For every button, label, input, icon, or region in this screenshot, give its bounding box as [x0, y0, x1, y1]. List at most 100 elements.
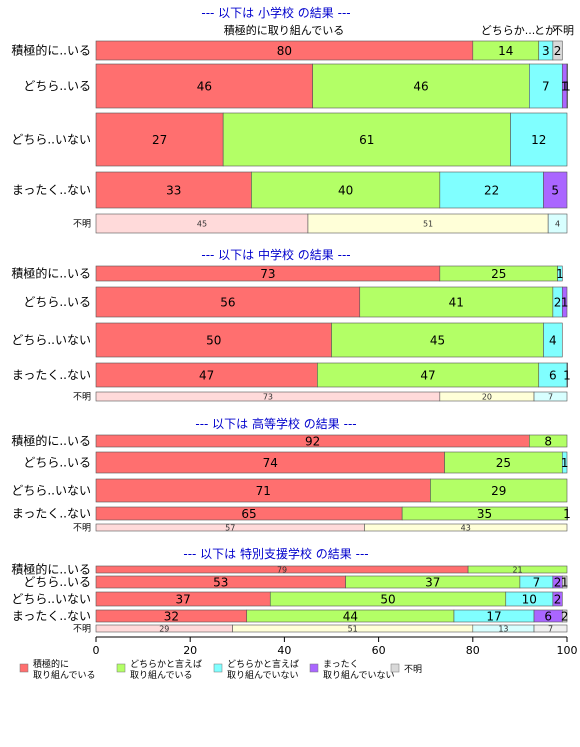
data-label: 8 — [544, 435, 552, 449]
legend-item: 積極的に取り組んでいる — [19, 658, 96, 681]
data-label: 53 — [213, 576, 228, 590]
section-title: --- 以下は 特別支援学校 の結果 --- — [183, 546, 368, 561]
legend-label: 積極的に — [33, 658, 69, 670]
row-label: まったく..ない — [12, 507, 91, 521]
data-label: 14 — [498, 44, 513, 58]
data-label: 3 — [542, 44, 550, 58]
bar-segment — [95, 322, 332, 358]
bar-segment — [533, 391, 568, 402]
bar-segment — [552, 40, 563, 61]
bar-segment — [529, 434, 568, 448]
bar-row: どちら..いない 37 50 10 2 — [11, 591, 563, 607]
header-label: 積極的に取り組んでいる — [224, 23, 344, 37]
data-label: 17 — [486, 610, 501, 624]
data-label: 92 — [305, 435, 320, 449]
data-label: 5 — [551, 184, 559, 198]
data-label: 29 — [491, 484, 506, 498]
data-label: 4 — [555, 220, 560, 229]
legend-swatch — [19, 663, 29, 673]
row-label: どちら..いない — [11, 484, 91, 498]
legend-label: 取り組んでいる — [33, 669, 96, 681]
data-label: 2 — [554, 576, 562, 590]
row-label: 不明 — [73, 523, 91, 534]
x-tick-label: 20 — [183, 644, 197, 657]
data-label: 35 — [477, 507, 492, 521]
bar-row: まったく..ない 65 35 1 — [12, 507, 571, 522]
data-label: 45 — [430, 334, 445, 348]
bar-segment — [561, 609, 568, 623]
bar-segment — [566, 362, 568, 388]
bar-segment — [222, 112, 511, 167]
bar-segment — [510, 112, 568, 167]
bar-segment — [95, 112, 224, 167]
row-label: どちら..いない — [11, 133, 91, 147]
legend-label: どちらかと言えば — [227, 658, 299, 670]
bar-segment — [95, 286, 361, 318]
section-title: --- 以下は 中学校 の結果 --- — [201, 247, 350, 262]
data-label: 46 — [197, 80, 212, 94]
legend-swatch — [116, 663, 126, 673]
row-label: どちら..いる — [23, 575, 91, 589]
x-axis: 0 20 40 60 80 100 — [93, 636, 578, 657]
x-tick-label: 100 — [557, 644, 578, 657]
bar-row: まったく..ない 33 40 22 5 — [12, 171, 568, 209]
row-label: どちら..いる — [23, 456, 91, 470]
data-label: 51 — [348, 625, 358, 634]
data-label: 71 — [256, 484, 271, 498]
bar-segment — [95, 362, 318, 388]
data-label: 7 — [548, 625, 553, 634]
legend: 積極的に取り組んでいるどちらかと言えば取り組んでいるどちらかと言えば取り組んでい… — [19, 658, 422, 681]
row-label: まったく..ない — [12, 183, 91, 197]
header-label: とか — [534, 24, 556, 37]
bar-row: 積極的に..いる 80 14 3 2 — [11, 40, 563, 61]
data-label: 4 — [549, 334, 557, 348]
data-label: 25 — [496, 456, 511, 470]
legend-label: 不明 — [404, 664, 422, 675]
row-label: どちら..いない — [11, 333, 91, 347]
section-title: --- 以下は 高等学校 の結果 --- — [195, 416, 356, 431]
chart-section: --- 以下は 小学校 の結果 ---積極的に..いる 80 14 3 2どちら..いる… — [11, 5, 571, 234]
data-label: 37 — [175, 593, 190, 607]
data-label: 1 — [563, 507, 571, 521]
row-label: まったく..ない — [12, 609, 91, 623]
row-label: 積極的に..いる — [11, 266, 91, 281]
bar-row: まったく..ない 32 44 17 6 2 — [12, 609, 569, 624]
data-label: 12 — [531, 133, 546, 147]
data-label: 41 — [449, 296, 464, 310]
row-label: 不明 — [73, 624, 91, 635]
x-tick-label: 80 — [466, 644, 480, 657]
data-label: 7 — [542, 80, 550, 94]
chart-section: --- 以下は 中学校 の結果 --- 積極的に..いる 73 25 1 どちら..いる 5… — [11, 247, 570, 403]
data-label: 29 — [159, 625, 169, 634]
data-label: 27 — [152, 133, 167, 147]
chart-section: --- 以下は 高等学校 の結果 --- 積極的に..いる 92 8 どちら..いる 74… — [11, 416, 570, 534]
bar-row: まったく..ない 47 47 6 1 — [12, 362, 571, 388]
data-label: 1 — [561, 80, 569, 94]
data-label: 45 — [197, 220, 207, 229]
data-label: 10 — [522, 593, 537, 607]
bar-row: どちら..いない 71 29 — [11, 478, 568, 503]
data-label: 7 — [548, 393, 553, 402]
legend-swatch — [390, 663, 400, 673]
legend-label: 取り組んでいる — [130, 669, 193, 681]
bar-segment — [312, 63, 530, 109]
row-label: 積極的に..いる — [11, 43, 91, 58]
bar-segment — [543, 322, 563, 358]
header-label: どちらか... — [481, 24, 536, 37]
data-label: 6 — [544, 610, 552, 624]
bar-row: どちら..いる 56 41 2 1 — [23, 286, 569, 318]
data-label: 50 — [206, 334, 221, 348]
bar-row: どちら..いる 53 37 7 2 1 — [23, 575, 568, 590]
legend-label: まったく — [323, 659, 359, 670]
data-label: 46 — [413, 80, 428, 94]
legend-swatch — [309, 663, 319, 673]
data-label: 65 — [241, 507, 256, 521]
data-label: 33 — [166, 184, 181, 198]
data-label: 2 — [554, 296, 562, 310]
bar-segment — [317, 362, 540, 388]
row-label: どちら..いる — [23, 79, 91, 93]
data-label: 1 — [561, 296, 569, 310]
